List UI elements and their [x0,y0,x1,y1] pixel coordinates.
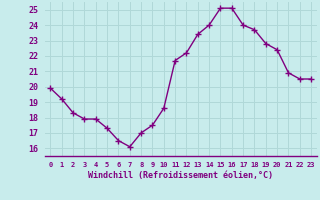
X-axis label: Windchill (Refroidissement éolien,°C): Windchill (Refroidissement éolien,°C) [88,171,273,180]
